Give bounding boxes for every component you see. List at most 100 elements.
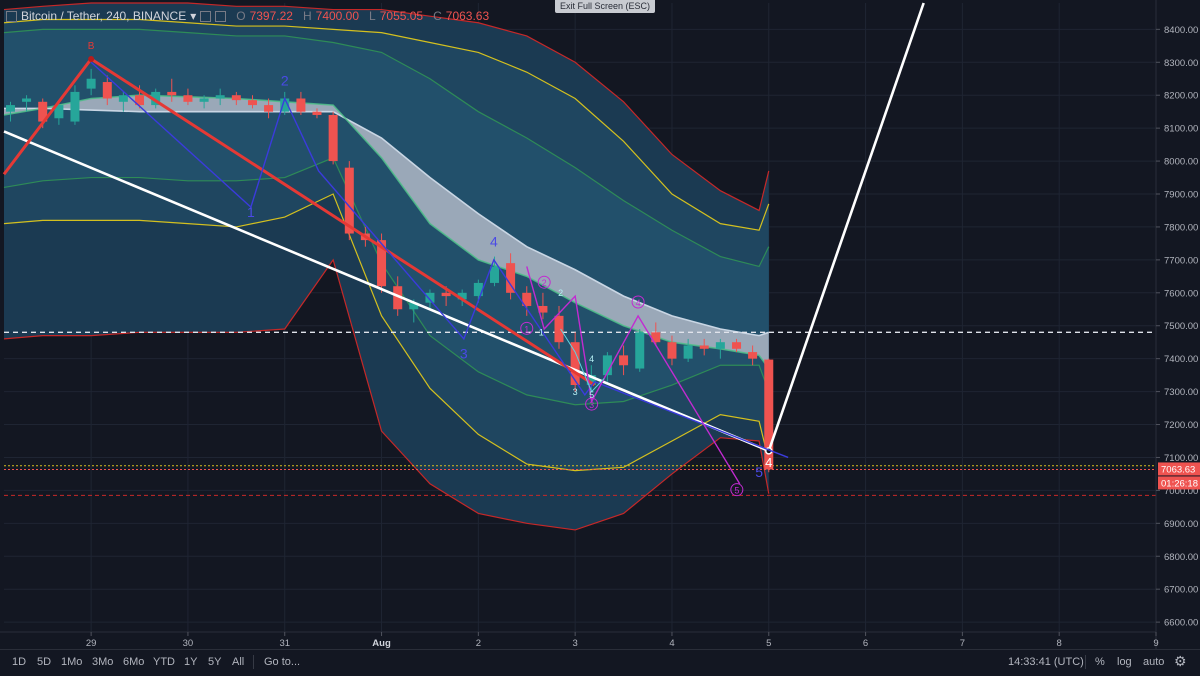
range-6mo-button[interactable]: 6Mo — [123, 656, 145, 668]
wave-label-sub-ring — [537, 275, 551, 289]
candle-body — [699, 345, 709, 349]
candle-body — [683, 345, 693, 359]
range-1mo-button[interactable]: 1Mo — [61, 656, 83, 668]
candle-body — [651, 332, 661, 343]
price-tick-label: 8300.00 — [1164, 58, 1198, 69]
bottom-toolbar: 1D 5D 1Mo 3Mo 6Mo YTD 1Y 5Y All Go to...… — [0, 649, 1200, 676]
price-tick-label: 8400.00 — [1164, 25, 1198, 36]
wave-label-sub-ring — [520, 321, 534, 335]
wave-b-marker — [88, 55, 95, 62]
candle-body — [570, 342, 580, 386]
wave-label-micro: 3 — [573, 387, 578, 397]
price-tick-label: 7400.00 — [1164, 354, 1198, 365]
candle-body — [280, 98, 290, 112]
close-value: 7063.63 — [445, 9, 490, 23]
price-tick-label: 8100.00 — [1164, 124, 1198, 135]
price-tick-label: 7700.00 — [1164, 255, 1198, 266]
candle-body — [473, 282, 483, 297]
time-tick-label: 2 — [476, 638, 481, 649]
candle-body — [22, 98, 32, 102]
time-tick-label: Aug — [372, 638, 391, 649]
time-tick-label: 6 — [863, 638, 868, 649]
candle-body — [764, 359, 774, 470]
horizontal-levels — [4, 331, 1156, 496]
toolbar-divider — [1085, 655, 1086, 669]
candle-body — [441, 292, 451, 297]
price-tick-label: 7100.00 — [1164, 453, 1198, 464]
countdown-tag — [1158, 476, 1200, 490]
candle-body — [54, 105, 64, 119]
auto-toggle[interactable]: auto — [1143, 656, 1165, 668]
price-tick-label: 7600.00 — [1164, 288, 1198, 299]
candle-body — [38, 101, 48, 122]
time-tick-label: 7 — [960, 638, 965, 649]
price-tick-label: 7300.00 — [1164, 387, 1198, 398]
wave-label-sub: 2 — [542, 278, 547, 288]
wave-label-micro: 5 — [589, 390, 594, 400]
ma-cloud — [4, 95, 769, 369]
candle-body — [409, 302, 419, 310]
last-price-label: 7063.63 — [1161, 464, 1195, 475]
candle-body — [86, 78, 96, 89]
range-5y-button[interactable]: 5Y — [208, 656, 222, 668]
low-label: L — [369, 9, 376, 23]
candle-body — [118, 95, 128, 102]
open-value: 7397.22 — [249, 9, 293, 23]
ma-slow-line — [4, 107, 770, 337]
time-tick-label: 4 — [669, 638, 674, 649]
range-1y-button[interactable]: 1Y — [184, 656, 198, 668]
log-toggle[interactable]: log — [1117, 656, 1132, 668]
candle-body — [457, 292, 467, 300]
visibility-icon[interactable] — [215, 10, 227, 22]
band-outer-upper — [3, 2, 770, 212]
wave-label-minor: 3 — [460, 346, 468, 362]
collapse-icon[interactable] — [6, 10, 17, 22]
toolbar-divider — [253, 655, 254, 669]
price-tick-label: 6900.00 — [1164, 519, 1198, 530]
price-tick-label: 7000.00 — [1164, 486, 1198, 497]
symbol-title[interactable]: Bitcoin / Tether, 240, BINANCE — [21, 9, 187, 23]
candle-body — [296, 98, 306, 112]
wave-label-minor: 4 — [490, 234, 498, 250]
goto-button[interactable]: Go to... — [264, 656, 301, 668]
candle-body — [312, 111, 322, 115]
price-tick-label: 7500.00 — [1164, 321, 1198, 332]
candle-body — [522, 292, 532, 306]
price-tick-label: 6700.00 — [1164, 585, 1198, 596]
range-5d-button[interactable]: 5D — [37, 656, 52, 668]
candle-body — [135, 95, 145, 106]
settings-icon[interactable] — [200, 10, 212, 22]
candle-body — [199, 98, 209, 102]
high-label: H — [302, 9, 312, 23]
dropdown-icon[interactable]: ▾ — [190, 9, 197, 23]
range-ytd-button[interactable]: YTD — [153, 656, 175, 668]
band-mid-upper — [3, 18, 770, 231]
range-1d-button[interactable]: 1D — [12, 656, 27, 668]
wave-label-micro: 1 — [539, 328, 544, 338]
gear-icon[interactable]: ⚙ — [1174, 653, 1187, 669]
candle-body — [248, 100, 258, 106]
candle-body — [667, 342, 677, 359]
percent-toggle[interactable]: % — [1095, 656, 1105, 668]
candle-body — [377, 240, 387, 287]
last-price-tag — [1158, 462, 1200, 476]
price-tick-label: 7800.00 — [1164, 222, 1198, 233]
candle-body — [393, 286, 403, 310]
candle-body — [554, 315, 564, 343]
range-3mo-button[interactable]: 3Mo — [92, 656, 114, 668]
candle-body — [619, 355, 629, 366]
time-tick-label: 31 — [279, 638, 290, 649]
candle-body — [151, 91, 161, 106]
high-value: 7400.00 — [315, 9, 360, 23]
wave-minor — [90, 61, 789, 459]
range-all-button[interactable]: All — [232, 656, 245, 668]
wave-label-sub: 5 — [734, 486, 739, 496]
candle-body — [602, 355, 612, 376]
exit-fullscreen-hint[interactable]: Exit Full Screen (ESC) — [555, 0, 656, 13]
candle-body — [635, 332, 645, 369]
countdown-label: 01:26:18 — [1161, 478, 1198, 489]
chart-axes: 6600.00 6700.00 6800.00 6900.00 7000.00 7100.… — [0, 0, 1200, 649]
candle-body — [715, 342, 725, 349]
